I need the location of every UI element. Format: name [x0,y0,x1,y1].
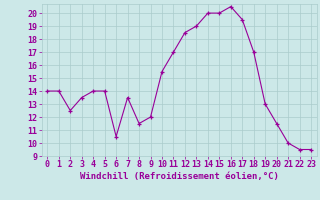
X-axis label: Windchill (Refroidissement éolien,°C): Windchill (Refroidissement éolien,°C) [80,172,279,181]
